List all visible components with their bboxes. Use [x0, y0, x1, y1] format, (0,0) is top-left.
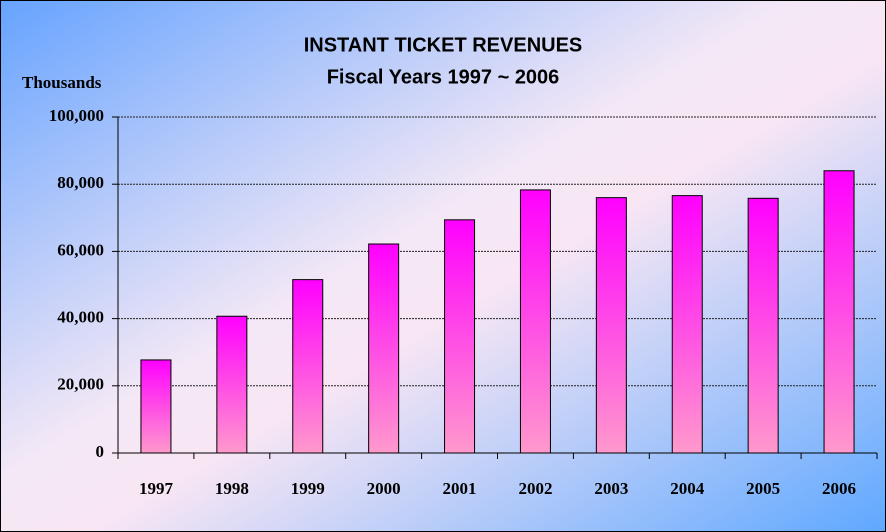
x-tick-label: 2001: [443, 479, 477, 498]
y-tick-label: 40,000: [57, 308, 104, 327]
bar: [140, 359, 172, 454]
y-tick-label: 20,000: [57, 375, 104, 394]
x-tick-label: 1997: [139, 479, 174, 498]
x-tick-label: 1999: [291, 479, 325, 498]
x-tick-label: 2003: [594, 479, 628, 498]
y-tick-label: 60,000: [57, 240, 104, 259]
bar: [747, 197, 779, 454]
y-axis-label: Thousands: [22, 73, 102, 92]
bar: [671, 195, 703, 454]
x-tick-label: 2004: [670, 479, 705, 498]
x-tick-label: 2002: [518, 479, 552, 498]
bar: [519, 189, 551, 454]
y-tick-label: 100,000: [49, 106, 104, 125]
y-tick-label: 0: [96, 442, 105, 461]
bar: [444, 219, 476, 454]
chart-subtitle: Fiscal Years 1997 ~ 2006: [327, 66, 560, 88]
x-tick-label: 1998: [215, 479, 249, 498]
x-tick-label: 2000: [367, 479, 401, 498]
bar: [823, 170, 855, 454]
bar: [292, 279, 324, 454]
bar: [216, 315, 248, 454]
bar: [368, 243, 400, 454]
x-tick-label: 2005: [746, 479, 780, 498]
bar: [595, 197, 627, 454]
chart-title: INSTANT TICKET REVENUES: [304, 34, 583, 56]
y-tick-label: 80,000: [57, 173, 104, 192]
x-tick-label: 2006: [822, 479, 856, 498]
